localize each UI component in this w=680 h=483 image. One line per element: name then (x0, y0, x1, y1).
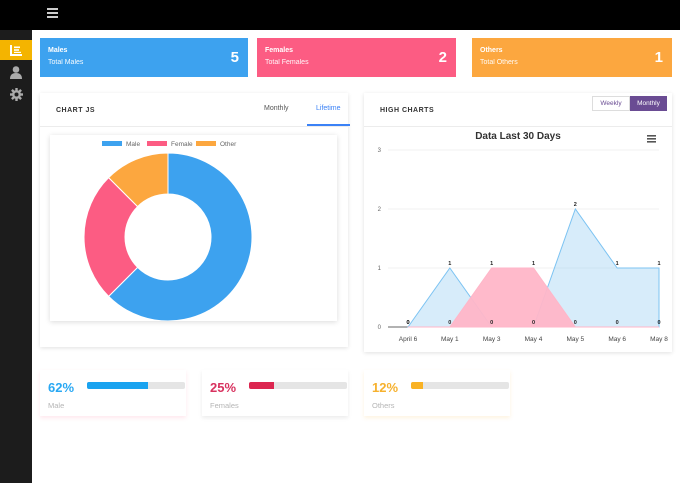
weekly-button[interactable]: Weekly (592, 96, 630, 111)
export-menu-icon (647, 138, 656, 140)
data-label: 0 (532, 320, 535, 326)
progress-percent: 12% (372, 380, 399, 395)
progress-bar (411, 382, 509, 389)
stat-value: 2 (438, 49, 447, 66)
female-progress-card: 25% Females (202, 370, 348, 416)
data-label: 1 (616, 261, 619, 267)
menu-icon[interactable] (47, 8, 58, 20)
data-label: 0 (490, 320, 493, 326)
series-area-female (408, 267, 659, 328)
dashboard-icon (10, 44, 22, 56)
sidebar-item-dashboard[interactable] (0, 40, 32, 60)
card-header: HIGH CHARTS (364, 93, 672, 127)
data-label: 1 (448, 261, 451, 267)
progress-label: Male (48, 401, 65, 410)
active-tab-indicator (307, 124, 350, 126)
stat-title: Females (265, 47, 294, 54)
stat-subtitle: Total Males (48, 59, 84, 66)
doughnut-slice-female (83, 176, 139, 298)
x-tick-label: May 5 (566, 336, 584, 343)
legend-label: Female (171, 141, 193, 148)
progress-fill (411, 382, 423, 389)
area-chart-panel: Data Last 30 Days 0 1 2 3 April 6 May 1 May 3 Ma… (364, 127, 672, 373)
stat-value: 5 (230, 49, 239, 66)
legend-label: Other (220, 141, 237, 148)
main-content: Males Total Males 5 Females Total Female… (32, 30, 680, 483)
export-menu-icon (647, 135, 656, 137)
doughnut-chart: Male Female Other (83, 141, 253, 322)
stat-subtitle: Total Females (265, 59, 309, 66)
data-label: 2 (574, 202, 577, 208)
card-header: CHART JS Monthly Lifetime (40, 93, 350, 127)
legend-label: Male (126, 141, 140, 148)
doughnut-slice-other (107, 152, 169, 208)
tab-lifetime[interactable]: Lifetime (316, 105, 341, 112)
chartjs-card: CHART JS Monthly Lifetime Male Female Othe… (40, 93, 350, 347)
x-tick-label: May 6 (608, 336, 626, 343)
stat-title: Others (480, 47, 503, 54)
highcharts-card: HIGH CHARTS Data Last 30 Days 0 1 2 3 April 6… (364, 93, 672, 373)
card-title: CHART JS (56, 107, 96, 114)
tab-monthly[interactable]: Monthly (264, 105, 289, 112)
legend-swatch (196, 141, 216, 146)
stat-subtitle: Total Others (480, 59, 518, 66)
progress-bar (87, 382, 185, 389)
x-tick-label: May 8 (650, 336, 668, 343)
stat-value: 1 (654, 49, 663, 66)
top-bar (0, 0, 680, 30)
card-title: HIGH CHARTS (380, 107, 435, 114)
data-label: 0 (448, 320, 451, 326)
others-progress-card: 12% Others (364, 370, 510, 416)
stat-title: Males (48, 47, 68, 54)
data-label: 0 (616, 320, 619, 326)
x-tick-label: May 1 (441, 336, 459, 343)
sidebar (0, 30, 32, 483)
x-tick-label: May 4 (525, 336, 543, 343)
data-label: 1 (657, 261, 660, 267)
progress-fill (87, 382, 148, 389)
x-tick-label: April 6 (399, 336, 418, 343)
monthly-button[interactable]: Monthly (630, 96, 667, 111)
progress-fill (249, 382, 274, 389)
data-label: 0 (406, 320, 409, 326)
sidebar-item-settings[interactable] (0, 84, 32, 104)
y-tick-label: 1 (378, 266, 382, 272)
user-icon (10, 65, 22, 79)
progress-label: Females (210, 401, 239, 410)
doughnut-slice-male (107, 152, 253, 322)
export-menu-icon (647, 141, 656, 143)
progress-percent: 62% (48, 380, 75, 395)
data-label: 0 (574, 320, 577, 326)
progress-bar (249, 382, 347, 389)
legend-swatch (147, 141, 167, 146)
y-tick-label: 2 (378, 207, 382, 213)
progress-percent: 25% (210, 380, 237, 395)
male-progress-card: 62% Male (40, 370, 186, 416)
sidebar-item-user[interactable] (0, 62, 32, 82)
x-tick-label: May 3 (483, 336, 501, 343)
data-label: 1 (532, 261, 535, 267)
others-stat-card: Others Total Others 1 (472, 38, 672, 77)
doughnut-chart-panel: Male Female Other (50, 135, 337, 322)
y-tick-label: 0 (378, 325, 382, 331)
data-label: 0 (406, 320, 409, 326)
progress-label: Others (372, 401, 395, 410)
data-label: 0 (657, 320, 660, 326)
area-chart: Data Last 30 Days 0 1 2 3 April 6 May 1 May 3 Ma… (378, 131, 669, 373)
data-label: 1 (490, 261, 493, 267)
chart-title: Data Last 30 Days (475, 131, 561, 142)
legend-swatch (102, 141, 122, 146)
males-stat-card: Males Total Males 5 (40, 38, 248, 77)
gear-icon (9, 87, 23, 101)
females-stat-card: Females Total Females 2 (257, 38, 456, 77)
y-tick-label: 3 (378, 148, 382, 154)
